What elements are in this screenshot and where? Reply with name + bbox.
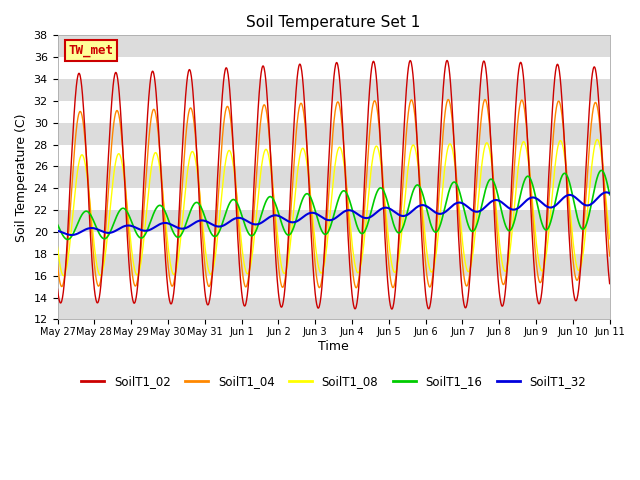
Bar (58, 36, 610, 57)
Legend: SoilT1_02, SoilT1_04, SoilT1_08, SoilT1_16, SoilT1_32: SoilT1_02, SoilT1_04, SoilT1_08, SoilT1_… (76, 371, 591, 393)
Title: Soil Temperature Set 1: Soil Temperature Set 1 (246, 15, 420, 30)
Bar (58, 167, 610, 188)
Bar (58, 232, 610, 254)
Bar (58, 57, 610, 79)
Bar (58, 79, 610, 101)
Y-axis label: Soil Temperature (C): Soil Temperature (C) (15, 113, 28, 241)
Bar (58, 298, 610, 319)
Bar (58, 123, 610, 144)
Bar (58, 144, 610, 167)
Bar (58, 101, 610, 123)
Bar (58, 254, 610, 276)
Text: TW_met: TW_met (68, 44, 113, 57)
Bar (58, 188, 610, 210)
X-axis label: Time: Time (318, 340, 349, 353)
Bar (58, 210, 610, 232)
Bar (58, 276, 610, 298)
